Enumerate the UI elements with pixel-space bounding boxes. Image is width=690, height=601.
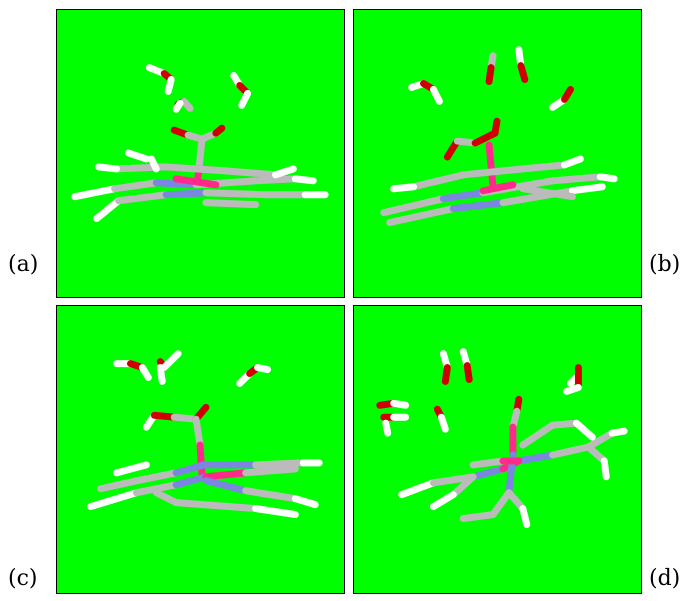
molecule-render-d <box>376 348 628 528</box>
ligand-b <box>443 117 501 191</box>
molecule-panel-a <box>56 9 345 298</box>
panel-label-a: (a) <box>8 252 39 277</box>
molecule-panel-b <box>353 9 642 298</box>
molecule-panel-d <box>353 305 642 594</box>
molecule-render-a <box>71 64 329 223</box>
water-molecules-b <box>408 46 574 111</box>
panel-label-b: (b) <box>649 252 681 277</box>
ligand-a <box>170 124 226 188</box>
porphyrin-ring-b <box>380 155 618 226</box>
porphyrin-ring-c <box>87 459 323 519</box>
ligand-c <box>142 403 210 479</box>
porphyrin-ring-d <box>398 419 628 528</box>
water-molecules-c <box>113 350 272 387</box>
water-molecules-d <box>376 348 582 437</box>
molecule-render-b <box>380 46 618 226</box>
molecule-panel-c <box>56 305 345 594</box>
ligand-d <box>509 395 523 459</box>
water-molecules-a <box>145 64 252 113</box>
panel-label-c: (c) <box>8 566 38 591</box>
molecule-render-c <box>87 350 323 519</box>
porphyrin-ring-a <box>71 149 329 223</box>
panel-label-d: (d) <box>649 566 681 591</box>
